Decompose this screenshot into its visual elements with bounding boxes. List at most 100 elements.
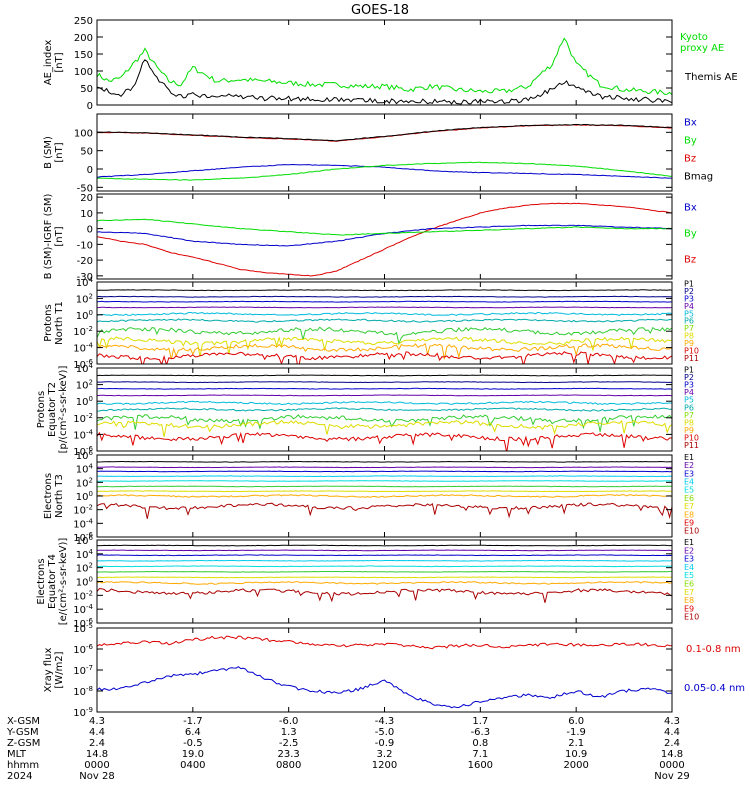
legend-entry: E9 xyxy=(684,604,694,613)
y-tick-label: 10-8 xyxy=(73,685,93,698)
y-axis-label: B (SM) xyxy=(43,136,54,169)
y-tick-label: 102 xyxy=(76,562,93,575)
legend-entry: P7 xyxy=(684,411,694,420)
legend-entry: E9 xyxy=(684,519,694,528)
x-axis-row-value: 6.4 xyxy=(185,727,201,738)
y-tick-label: 100 xyxy=(76,490,93,503)
x-axis-row-label: hhmm xyxy=(7,760,39,771)
panel-bsm: -50 0 50 100 B (SM) [nT] Bx By Bz Bmag xyxy=(43,113,713,194)
legend-entry: Bz xyxy=(684,254,696,265)
x-axis-row-label: 2024 xyxy=(7,771,32,782)
series-line-e1 xyxy=(97,544,672,547)
y-axis-label: AE_index xyxy=(43,40,54,86)
series-line-by xyxy=(97,218,672,236)
legend-entry: P4 xyxy=(684,302,694,311)
y-tick-label: 10-6 xyxy=(73,617,93,630)
y-axis-label: [nT] xyxy=(54,226,65,246)
series-line-bmag xyxy=(97,124,672,142)
x-axis-row-value: 2.4 xyxy=(664,738,680,749)
y-axis-label: Protons xyxy=(43,304,54,341)
series-line-p10 xyxy=(97,351,672,364)
series-line-e5 xyxy=(97,480,672,482)
y-tick-label: 0 xyxy=(87,101,93,112)
series-line-e3 xyxy=(97,470,672,473)
legend-entry: Bx xyxy=(684,203,697,214)
y-tick-label: 10-4 xyxy=(73,517,93,530)
series-line-e4 xyxy=(97,475,672,478)
x-axis-row-label: X-GSM xyxy=(7,716,40,727)
x-axis-row-value: 0000 xyxy=(84,760,109,771)
x-axis-row-value: 4.4 xyxy=(664,727,680,738)
x-axis-row-value: 0400 xyxy=(180,760,205,771)
series-line-p4 xyxy=(97,394,672,397)
x-axis-row-value: 4.3 xyxy=(664,716,680,727)
legend-entry: E3 xyxy=(684,555,694,564)
x-axis-row-value: -1.7 xyxy=(183,716,203,727)
x-axis-row-value: -2.5 xyxy=(279,738,299,749)
y-tick-label: 104 xyxy=(76,362,94,375)
y-tick-label: 104 xyxy=(76,276,94,289)
x-axis-row-value: -1.9 xyxy=(566,727,586,738)
series-line-p10 xyxy=(97,431,672,451)
x-axis-row-value: -6.3 xyxy=(471,727,491,738)
legend-entry: E7 xyxy=(684,502,694,511)
legend-entry: Bmag xyxy=(684,171,713,182)
panel-pe: 10-6 10-4 10-2 100 102 104 Protons Equator T2 [p… xyxy=(36,362,699,458)
y-tick-label: 10-4 xyxy=(73,603,93,616)
series-line-e10 xyxy=(97,588,672,603)
y-tick-label: -30 xyxy=(77,272,93,283)
legend-entry: 0.1-0.8 nm xyxy=(686,644,741,655)
legend-entry: P5 xyxy=(684,309,694,318)
legend-entry: By xyxy=(684,136,697,147)
legend-entry: P8 xyxy=(684,332,694,341)
x-axis-row-value: Nov 29 xyxy=(654,771,689,782)
y-tick-label: 10-5 xyxy=(73,622,93,635)
y-axis-label: B (SM)-IGRF (SM) xyxy=(43,194,54,280)
y-axis-label: [e/(cm²-s-sr-keV)] xyxy=(58,538,69,626)
panel-pn: 10-6 10-4 10-2 100 102 104 Protons North T1 P1P2… xyxy=(43,276,699,371)
plot-area-pn xyxy=(97,289,672,364)
legend-entry: P10 xyxy=(684,433,699,442)
x-axis-row-label: Y-GSM xyxy=(6,727,39,738)
legend-entry: E2 xyxy=(684,546,694,555)
x-axis-row-value: 2.4 xyxy=(89,738,105,749)
y-tick-label: 100 xyxy=(76,309,93,322)
x-axis-row-value: 1600 xyxy=(468,760,493,771)
series-line-p2 xyxy=(97,381,672,384)
legend-entry: P10 xyxy=(684,347,699,356)
legend-entry: Bx xyxy=(684,118,697,129)
y-tick-label: 106 xyxy=(76,449,94,462)
series-line-e2 xyxy=(97,466,672,469)
y-axis-label: Electrons xyxy=(36,558,47,604)
y-tick-label: 100 xyxy=(76,576,93,589)
series-line-p6 xyxy=(97,407,672,412)
legend-entry: P2 xyxy=(684,287,694,296)
panel-digrf: -30 -20 -10 0 10 20 B (SM)-IGRF (SM) [nT] Bx By Bz xyxy=(43,193,697,283)
legend-entry: P11 xyxy=(684,441,699,450)
series-line-p5 xyxy=(97,400,672,406)
series-line-e4 xyxy=(97,559,672,562)
y-tick-label: 10-4 xyxy=(73,428,93,441)
x-axis-row-value: 1200 xyxy=(372,760,397,771)
series-line-e2 xyxy=(97,549,672,552)
x-axis-row-value: 4.4 xyxy=(89,727,105,738)
legend-entry: P11 xyxy=(684,354,699,363)
y-tick-label: 10-2 xyxy=(73,325,93,338)
y-tick-label: 106 xyxy=(76,534,94,547)
y-tick-label: 50 xyxy=(80,84,93,95)
y-tick-label: 100 xyxy=(74,67,93,78)
series-line-e10 xyxy=(97,502,672,519)
legend-entry: E8 xyxy=(684,510,694,519)
y-tick-label: -20 xyxy=(77,256,93,267)
y-tick-label: 10-6 xyxy=(73,358,93,371)
y-axis-label: [p/(cm²-s-sr-keV)] xyxy=(58,366,69,454)
legend-entry: E4 xyxy=(684,478,694,487)
y-tick-label: 100 xyxy=(76,395,93,408)
y-axis-label: North T1 xyxy=(54,301,65,345)
series-line-e8 xyxy=(97,581,672,585)
series-line-0-05-0-4-nm xyxy=(97,666,672,709)
